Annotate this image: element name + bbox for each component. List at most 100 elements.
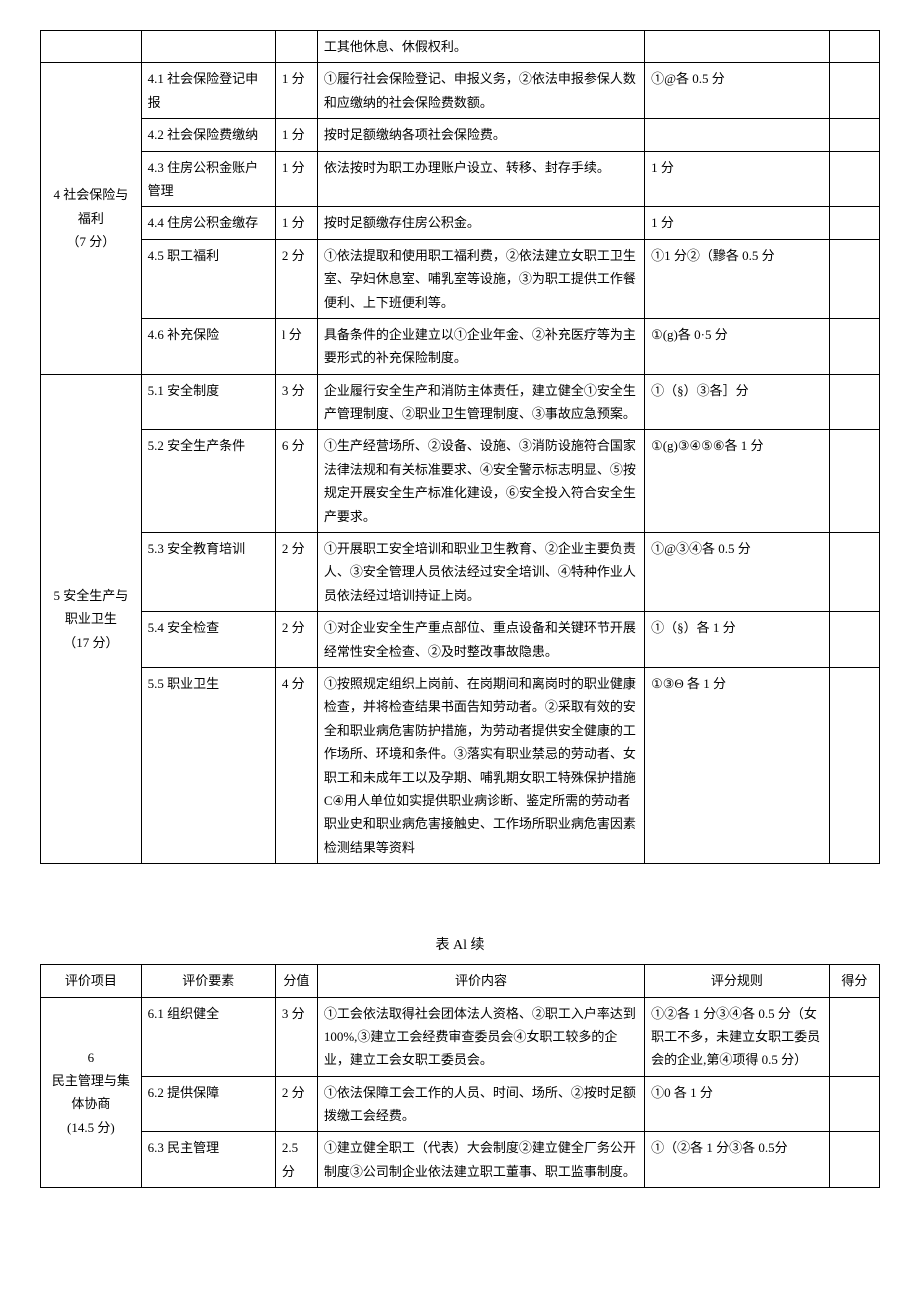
cell-result — [829, 997, 879, 1076]
cell-rule: ①(g)③④⑤⑥各 1 分 — [645, 430, 830, 533]
cell-rule — [645, 119, 830, 151]
cell-content: ①依法提取和使用职工福利费，②依法建立女职工卫生室、孕妇休息室、哺乳室等设施，③… — [317, 239, 644, 318]
cell-element: 5.5 职业卫生 — [141, 667, 275, 863]
evaluation-table-1: 工其他休息、休假权利。 4 社会保险与福利 （7 分） 4.1 社会保险登记申报… — [40, 30, 880, 864]
cell-result — [829, 119, 879, 151]
table-row: 5.3 安全教育培训 2 分 ①开展职工安全培训和职业卫生教育、②企业主要负责人… — [41, 533, 880, 612]
cell-result — [829, 667, 879, 863]
cell-rule: 1 分 — [645, 151, 830, 207]
cell-content: 按时足额缴纳各项社会保险费。 — [317, 119, 644, 151]
table-row: 5.2 安全生产条件 6 分 ①生产经营场所、②设备、设施、③消防设施符合国家法… — [41, 430, 880, 533]
table-row: 4.3 住房公积金账户管理 1 分 依法按时为职工办理账户设立、转移、封存手续。… — [41, 151, 880, 207]
cell-rule: ①（§）各 1 分 — [645, 612, 830, 668]
table-row: 4.5 职工福利 2 分 ①依法提取和使用职工福利费，②依法建立女职工卫生室、孕… — [41, 239, 880, 318]
table-header-row: 评价项目 评价要素 分值 评价内容 评分规则 得分 — [41, 965, 880, 997]
cell-element: 4.2 社会保险费缴纳 — [141, 119, 275, 151]
table-row: 工其他休息、休假权利。 — [41, 31, 880, 63]
header-score: 分值 — [275, 965, 317, 997]
cell-content: ①开展职工安全培训和职业卫生教育、②企业主要负责人、③安全管理人员依法经过安全培… — [317, 533, 644, 612]
table-row: 5.5 职业卫生 4 分 ①按照规定组织上岗前、在岗期间和离岗时的职业健康检查，… — [41, 667, 880, 863]
header-project: 评价项目 — [41, 965, 142, 997]
cell-result — [829, 239, 879, 318]
cell-score: 3 分 — [275, 374, 317, 430]
evaluation-table-2: 评价项目 评价要素 分值 评价内容 评分规则 得分 6 民主管理与集体协商 (1… — [40, 964, 880, 1188]
cell-content: ①工会依法取得社会团体法人资格、②职工入户率达到 100%,③建立工会经费审查委… — [317, 997, 644, 1076]
cell-rule: ①③Θ 各 1 分 — [645, 667, 830, 863]
table-row: 6 民主管理与集体协商 (14.5 分) 6.1 组织健全 3 分 ①工会依法取… — [41, 997, 880, 1076]
cell-score: 1 分 — [275, 119, 317, 151]
cell-content: 企业履行安全生产和消防主体责任，建立健全①安全生产管理制度、②职业卫生管理制度、… — [317, 374, 644, 430]
project-score: （7 分） — [66, 234, 115, 249]
cell-element: 5.1 安全制度 — [141, 374, 275, 430]
cell-element: 5.2 安全生产条件 — [141, 430, 275, 533]
cell-element: 6.2 提供保障 — [141, 1076, 275, 1132]
cell-score: 1 分 — [275, 63, 317, 119]
project-number: 6 — [88, 1050, 95, 1065]
cell-empty — [829, 31, 879, 63]
cell-rule: ①1 分②（黲各 0.5 分 — [645, 239, 830, 318]
cell-empty — [645, 31, 830, 63]
table2-title: 表 Al 续 — [40, 934, 880, 954]
cell-rule: ①②各 1 分③④各 0.5 分（女职工不多，未建立女职工委员会的企业,第④项得… — [645, 997, 830, 1076]
header-rule: 评分规则 — [645, 965, 830, 997]
cell-result — [829, 1132, 879, 1188]
cell-element: 5.3 安全教育培训 — [141, 533, 275, 612]
header-content: 评价内容 — [317, 965, 644, 997]
cell-result — [829, 430, 879, 533]
cell-rule: ①（②各 1 分③各 0.5分 — [645, 1132, 830, 1188]
cell-result — [829, 63, 879, 119]
cell-score: 3 分 — [275, 997, 317, 1076]
cell-result — [829, 207, 879, 239]
cell-content: 具备条件的企业建立以①企业年金、②补充医疗等为主要形式的补充保险制度。 — [317, 318, 644, 374]
cell-project: 5 安全生产与职业卫生 （17 分） — [41, 374, 142, 863]
cell-rule: ①0 各 1 分 — [645, 1076, 830, 1132]
table-row: 6.2 提供保障 2 分 ①依法保障工会工作的人员、时间、场所、②按时足额拨缴工… — [41, 1076, 880, 1132]
table-row: 4 社会保险与福利 （7 分） 4.1 社会保险登记申报 1 分 ①履行社会保险… — [41, 63, 880, 119]
cell-content: 按时足额缴存住房公积金。 — [317, 207, 644, 239]
cell-rule: 1 分 — [645, 207, 830, 239]
cell-rule: ①(g)各 0·5 分 — [645, 318, 830, 374]
cell-element: 6.3 民主管理 — [141, 1132, 275, 1188]
cell-content: ①依法保障工会工作的人员、时间、场所、②按时足额拨缴工会经费。 — [317, 1076, 644, 1132]
cell-element: 4.3 住房公积金账户管理 — [141, 151, 275, 207]
cell-content: 工其他休息、休假权利。 — [317, 31, 644, 63]
table-row: 5.4 安全检查 2 分 ①对企业安全生产重点部位、重点设备和关键环节开展经常性… — [41, 612, 880, 668]
cell-content: 依法按时为职工办理账户设立、转移、封存手续。 — [317, 151, 644, 207]
cell-element: 4.4 住房公积金缴存 — [141, 207, 275, 239]
cell-element: 5.4 安全检查 — [141, 612, 275, 668]
cell-result — [829, 1076, 879, 1132]
cell-element: 4.1 社会保险登记申报 — [141, 63, 275, 119]
cell-project: 4 社会保险与福利 （7 分） — [41, 63, 142, 374]
cell-score: 1 分 — [275, 207, 317, 239]
project-name: 民主管理与集体协商 — [52, 1073, 130, 1111]
project-score: (14.5 分) — [67, 1120, 115, 1135]
header-element: 评价要素 — [141, 965, 275, 997]
cell-content: ①对企业安全生产重点部位、重点设备和关键环节开展经常性安全检查、②及时整改事故隐… — [317, 612, 644, 668]
table-row: 5 安全生产与职业卫生 （17 分） 5.1 安全制度 3 分 企业履行安全生产… — [41, 374, 880, 430]
cell-rule: ①@③④各 0.5 分 — [645, 533, 830, 612]
table-row: 4.6 补充保险 l 分 具备条件的企业建立以①企业年金、②补充医疗等为主要形式… — [41, 318, 880, 374]
cell-score: 6 分 — [275, 430, 317, 533]
cell-score: 2 分 — [275, 239, 317, 318]
cell-score: 2 分 — [275, 612, 317, 668]
cell-content: ①生产经营场所、②设备、设施、③消防设施符合国家法律法规和有关标准要求、④安全警… — [317, 430, 644, 533]
header-result: 得分 — [829, 965, 879, 997]
cell-result — [829, 533, 879, 612]
table-row: 4.2 社会保险费缴纳 1 分 按时足额缴纳各项社会保险费。 — [41, 119, 880, 151]
cell-project: 6 民主管理与集体协商 (14.5 分) — [41, 997, 142, 1188]
cell-score: 2 分 — [275, 1076, 317, 1132]
cell-result — [829, 612, 879, 668]
cell-result — [829, 318, 879, 374]
cell-result — [829, 151, 879, 207]
cell-rule: ①（§）③各］分 — [645, 374, 830, 430]
project-score: （17 分） — [63, 635, 118, 650]
cell-empty — [41, 31, 142, 63]
cell-element: 4.6 补充保险 — [141, 318, 275, 374]
cell-empty — [141, 31, 275, 63]
table-row: 4.4 住房公积金缴存 1 分 按时足额缴存住房公积金。 1 分 — [41, 207, 880, 239]
cell-score: 1 分 — [275, 151, 317, 207]
cell-score: 2.5 分 — [275, 1132, 317, 1188]
cell-score: 4 分 — [275, 667, 317, 863]
cell-element: 6.1 组织健全 — [141, 997, 275, 1076]
cell-empty — [275, 31, 317, 63]
